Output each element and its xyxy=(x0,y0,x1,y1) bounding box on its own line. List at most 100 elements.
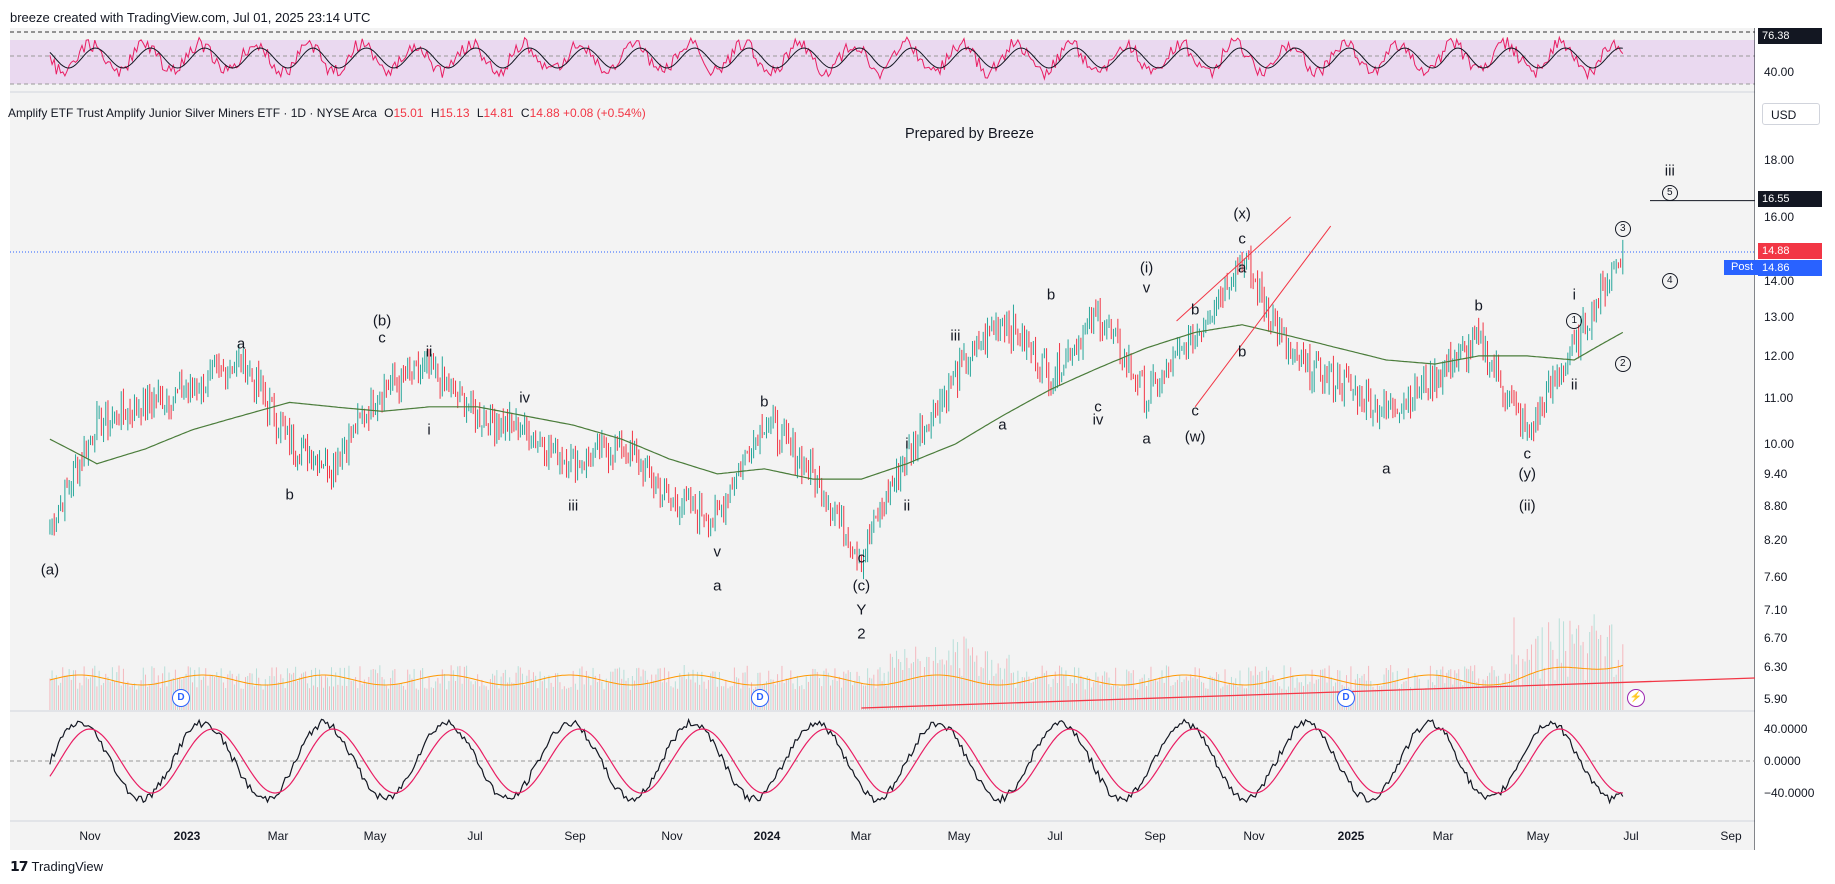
wave-label: a xyxy=(1382,460,1391,478)
wave-label: (c) xyxy=(852,577,871,595)
wave-label: iii xyxy=(1664,162,1675,180)
wave-label: b xyxy=(285,486,294,504)
circled-wave-label: 5 xyxy=(1661,185,1678,202)
support-trend-line xyxy=(861,677,1755,709)
wave-label: v xyxy=(713,543,722,561)
price-tick-label: 12.00 xyxy=(1764,348,1795,363)
earnings-lightning-icon[interactable]: ⚡ xyxy=(1627,689,1645,707)
price-tick-label: 14.00 xyxy=(1764,274,1795,289)
wave-label: c xyxy=(1523,445,1531,463)
chart-canvas[interactable] xyxy=(10,28,1755,850)
circled-wave-label: 4 xyxy=(1661,273,1678,290)
time-tick-label: Mar xyxy=(850,829,872,843)
target-price-label: 16.55 xyxy=(1758,191,1822,207)
time-tick-label: Nov xyxy=(79,829,101,843)
time-tick-label: Sep xyxy=(1144,829,1166,843)
symbol-legend: Amplify ETF Trust Amplify Junior Silver … xyxy=(8,106,646,120)
wave-label: (y) xyxy=(1518,465,1536,483)
wave-label: a xyxy=(713,577,722,595)
legend-low-label: L xyxy=(476,106,484,120)
wave-label: 2 xyxy=(857,625,866,643)
time-tick-label: Mar xyxy=(1432,829,1454,843)
oscillator-signal-line xyxy=(49,728,1623,794)
rsi-average-line xyxy=(49,47,1623,69)
wave-label: ii xyxy=(903,497,911,515)
wave-label: iii xyxy=(950,327,961,345)
wave-label: b xyxy=(1474,297,1483,315)
legend-close-label: C xyxy=(520,106,530,120)
time-tick-label: Jul xyxy=(467,829,483,843)
oscillator-tick-label: −40.0000 xyxy=(1764,786,1815,800)
legend-open-value: 15.01 xyxy=(393,106,424,120)
wave-label: c xyxy=(1094,398,1102,416)
legend-change-value: +0.08 (+0.54%) xyxy=(562,106,646,120)
legend-open-label: O xyxy=(384,106,394,120)
price-tick-label: 10.00 xyxy=(1764,437,1795,452)
price-tick-label: 7.60 xyxy=(1764,569,1788,584)
legend-symbol-name: Amplify ETF Trust Amplify Junior Silver … xyxy=(8,106,377,120)
volume-ma-line xyxy=(49,664,1623,686)
legend-high-label: H xyxy=(430,106,440,120)
wave-label: b xyxy=(760,393,769,411)
wave-label: c xyxy=(1238,230,1246,248)
wave-label: b xyxy=(1237,343,1247,361)
circled-wave-label: 3 xyxy=(1614,221,1631,238)
wave-label: a xyxy=(1142,430,1151,448)
wave-label: ii xyxy=(1570,376,1578,394)
brand-name: TradingView xyxy=(31,859,104,874)
moving-average-line xyxy=(49,324,1624,480)
oscillator-line xyxy=(49,717,1624,805)
wave-label: c xyxy=(857,549,866,567)
price-tick-label: 5.90 xyxy=(1764,692,1788,706)
rsi-axis-label: 40.00 xyxy=(1764,65,1795,79)
oscillator-tick-label: 40.0000 xyxy=(1764,722,1808,736)
price-tick-label: 8.80 xyxy=(1764,498,1788,513)
prepared-by-note: Prepared by Breeze xyxy=(905,126,1034,142)
chart-frame[interactable] xyxy=(10,28,1755,850)
time-tick-label: Nov xyxy=(1243,829,1265,843)
footer-branding: 𝟭𝟳 TradingView xyxy=(10,858,103,875)
wave-label: v xyxy=(1142,279,1151,297)
legend-high-value: 15.13 xyxy=(439,106,470,120)
chart-background xyxy=(10,28,1755,850)
price-tick-label: 9.40 xyxy=(1764,466,1788,481)
wave-label: (ii) xyxy=(1518,497,1536,515)
wave-label: i xyxy=(905,435,909,453)
wave-label: i xyxy=(1572,286,1576,304)
dividend-marker-icon[interactable]: D xyxy=(1337,689,1355,707)
time-tick-label: Mar xyxy=(267,829,289,843)
wave-label: (b) xyxy=(372,312,392,330)
rsi-line xyxy=(49,35,1624,81)
dividend-marker-icon[interactable]: D xyxy=(172,689,190,707)
time-tick-label: 2025 xyxy=(1337,829,1365,843)
wave-label: b xyxy=(1190,301,1200,319)
time-tick-label: Jul xyxy=(1623,829,1639,843)
price-tick-label: 13.00 xyxy=(1764,310,1795,325)
currency-selector[interactable]: USD xyxy=(1762,103,1820,125)
wave-label: (x) xyxy=(1233,205,1251,223)
last-price-label: 14.88 xyxy=(1758,243,1822,259)
price-tick-label: 16.00 xyxy=(1764,209,1795,224)
wave-label: iv xyxy=(519,389,531,407)
dividend-marker-icon[interactable]: D xyxy=(751,689,769,707)
legend-close-value: 14.88 xyxy=(529,106,560,120)
price-tick-label: 18.00 xyxy=(1764,153,1795,167)
wave-label: i xyxy=(427,421,431,439)
rsi-top-label: 76.38 xyxy=(1758,28,1822,44)
time-tick-label: Sep xyxy=(1720,829,1742,843)
chart-caption: breeze created with TradingView.com, Jul… xyxy=(10,10,371,25)
circled-wave-label: 2 xyxy=(1614,356,1631,373)
time-tick-label: Sep xyxy=(564,829,586,843)
post-market-tag: Post xyxy=(1724,260,1760,275)
price-tick-label: 8.20 xyxy=(1764,532,1788,547)
channel-lower-line xyxy=(1194,225,1332,408)
wave-label: (i) xyxy=(1139,259,1154,277)
time-tick-label: May xyxy=(1526,829,1550,843)
wave-label: Y xyxy=(856,601,867,619)
wave-label: (a) xyxy=(40,561,60,579)
wave-label: ii xyxy=(425,343,433,361)
wave-label: a xyxy=(1237,259,1247,277)
time-tick-label: 2024 xyxy=(753,829,781,843)
oscillator-tick-label: 0.0000 xyxy=(1764,754,1801,768)
post-price-label: 14.86 xyxy=(1758,260,1822,276)
